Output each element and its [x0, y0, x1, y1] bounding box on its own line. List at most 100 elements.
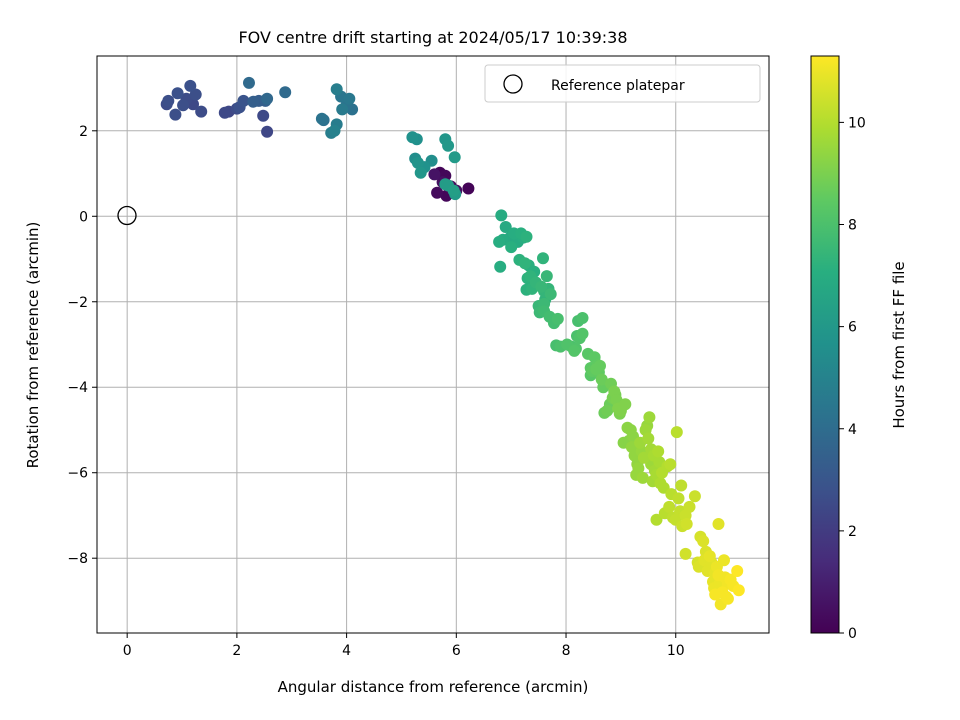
colorbar-label: Hours from first FF file [890, 261, 908, 428]
legend: Reference platepar [484, 64, 761, 103]
grid-horizontal [97, 130, 769, 559]
legend-marker [503, 74, 523, 94]
y-tick-label: −2 [67, 295, 88, 311]
legend-box [484, 64, 761, 103]
data-point [343, 92, 356, 105]
colorbar-tick-label: 10 [848, 115, 866, 131]
data-point [520, 230, 533, 243]
data-point [162, 94, 175, 107]
data-point [448, 151, 461, 164]
data-point [576, 312, 589, 324]
colorbar-tick-label: 2 [848, 524, 857, 540]
data-point [493, 235, 506, 248]
data-point [177, 99, 190, 112]
data-point [636, 471, 649, 484]
data-point [650, 513, 663, 526]
data-point [330, 83, 343, 96]
data-points [160, 76, 745, 611]
data-point [247, 95, 260, 108]
x-tick-label: 6 [452, 643, 461, 659]
data-point [171, 87, 184, 100]
data-point [189, 88, 202, 101]
data-point [643, 411, 656, 424]
y-tick-label: 2 [79, 124, 88, 140]
data-point [261, 125, 274, 138]
data-point [431, 186, 444, 199]
data-point [279, 86, 292, 99]
data-point [675, 479, 688, 492]
data-point [679, 547, 692, 560]
y-tick-label: −6 [67, 466, 88, 482]
colorbar-tick-label: 0 [848, 626, 857, 642]
plot-frame [96, 55, 770, 634]
y-axis-ticks: −8 −6 −4 −2 0 2 [67, 124, 97, 567]
data-point [499, 221, 512, 233]
data-point [442, 139, 455, 152]
chart-title: FOV centre drift starting at 2024/05/17 … [238, 28, 627, 47]
data-point [663, 500, 676, 513]
reference-marker [117, 205, 137, 226]
data-point [495, 209, 508, 222]
data-point [712, 518, 725, 530]
data-point [462, 182, 475, 195]
data-point [619, 398, 632, 411]
data-point [703, 550, 716, 563]
data-point [551, 312, 564, 325]
data-point [237, 94, 250, 107]
data-point [601, 404, 614, 417]
y-tick-label: 0 [79, 209, 88, 225]
data-point [664, 458, 677, 471]
x-tick-label: 8 [562, 643, 571, 659]
colorbar-ticks: 0 2 4 6 8 10 [839, 115, 866, 642]
data-point [439, 178, 452, 191]
data-point [568, 344, 581, 357]
x-tick-label: 2 [232, 643, 241, 659]
y-axis-label: Rotation from reference (arcmin) [24, 222, 42, 469]
grid-vertical [126, 56, 677, 633]
data-point [595, 373, 608, 386]
data-point [535, 280, 548, 293]
data-point [637, 451, 650, 464]
data-point [257, 109, 270, 122]
data-point [336, 103, 349, 116]
data-point [680, 518, 693, 530]
data-point [505, 241, 518, 254]
data-point [494, 260, 507, 273]
data-point [447, 184, 460, 197]
data-point [540, 270, 553, 283]
data-point [411, 156, 424, 169]
data-point [697, 535, 710, 548]
data-point [518, 257, 531, 270]
data-point [261, 92, 274, 105]
data-point [683, 500, 696, 513]
data-point [428, 168, 441, 181]
data-point [328, 124, 341, 137]
data-point [537, 252, 549, 265]
legend-label: Reference platepar [551, 78, 685, 94]
data-point [195, 105, 208, 118]
data-point [652, 445, 665, 458]
data-point [632, 462, 645, 475]
data-point [642, 432, 655, 445]
x-tick-label: 4 [342, 643, 351, 659]
data-point [688, 490, 701, 503]
x-tick-label: 10 [667, 643, 685, 659]
data-point [672, 492, 685, 505]
data-point [184, 79, 197, 92]
data-point [731, 565, 744, 577]
x-tick-label: 0 [123, 643, 132, 659]
data-point [315, 112, 328, 125]
data-point [243, 76, 255, 89]
colorbar-gradient [810, 55, 840, 634]
data-point [670, 426, 683, 439]
data-point [218, 106, 231, 119]
data-point [414, 166, 427, 179]
data-point [709, 588, 722, 601]
data-point [169, 108, 182, 121]
colorbar-tick-label: 6 [848, 320, 857, 336]
colorbar-tick-label: 4 [848, 422, 857, 438]
data-point [576, 327, 589, 340]
plot-area: 0 2 4 6 8 10 −8 −6 −4 −2 0 2 Reference platepar [67, 55, 770, 659]
data-point [594, 359, 606, 372]
